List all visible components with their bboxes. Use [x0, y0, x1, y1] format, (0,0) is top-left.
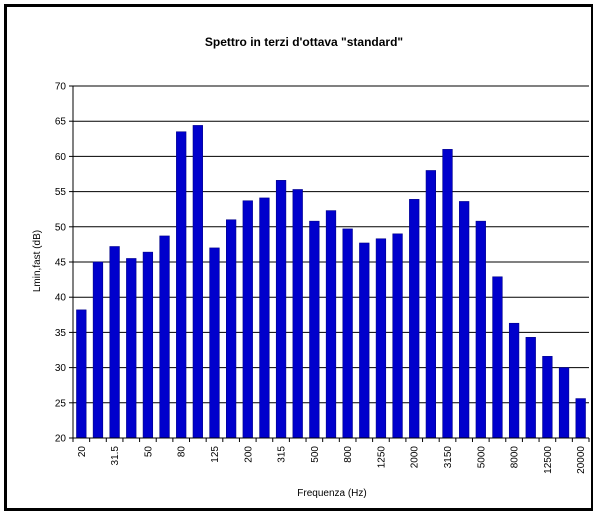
y-tick-label: 65	[55, 117, 67, 128]
x-tick-label: 3150	[443, 446, 454, 469]
y-tick-label: 60	[55, 152, 67, 163]
x-tick-label: 12500	[543, 446, 554, 474]
bar-12500-hz	[542, 356, 553, 439]
bar-250-hz	[259, 197, 270, 439]
gridlines	[73, 85, 589, 404]
x-tick-label: 125	[210, 446, 221, 463]
x-tick-label: 50	[143, 446, 154, 458]
x-tick-label: 80	[177, 446, 188, 458]
bar-16000-hz	[558, 367, 570, 439]
y-axis-label: Lmin,fast (dB)	[32, 230, 43, 292]
y-tick-label: 35	[55, 328, 67, 339]
x-tick-label: 2000	[410, 446, 421, 469]
bar-630-hz	[325, 210, 337, 439]
bar-2000-hz	[409, 199, 420, 439]
bar-80-hz	[176, 131, 187, 439]
x-axis-label: Frequenza (Hz)	[297, 488, 366, 499]
bar-1000-hz	[359, 242, 370, 439]
bar-6300-hz	[492, 276, 503, 439]
x-tick-label: 5000	[476, 446, 487, 469]
y-tick-label: 55	[55, 187, 67, 198]
bar-25-hz	[92, 261, 104, 439]
bars	[76, 125, 586, 439]
bar-315-hz	[275, 180, 287, 439]
bar-1250-hz	[375, 238, 387, 439]
bar-20000-hz	[575, 398, 586, 439]
bar-100-hz	[192, 125, 203, 439]
bar-63-hz	[159, 235, 170, 439]
bar-500-hz	[309, 220, 320, 439]
y-tick-labels: 20 25 30 35 40 45 50 55 60 65 70	[55, 82, 73, 445]
bar-50-hz	[142, 251, 154, 439]
x-tick-label: 1250	[376, 446, 387, 469]
y-tick-label: 40	[55, 293, 67, 304]
x-tick-labels: 20 31.5 50 80 125 200 315 500 800 1250 2000 3150 500…	[72, 438, 590, 474]
bar-200-hz	[242, 200, 253, 439]
bar-5000-hz	[475, 220, 486, 439]
x-tick-label: 315	[277, 446, 288, 463]
bar-31.5-hz	[109, 246, 120, 439]
bar-3150-hz	[442, 149, 453, 439]
y-tick-label: 45	[55, 258, 67, 269]
y-tick-label: 50	[55, 222, 67, 233]
y-tick-label: 25	[55, 398, 67, 409]
x-tick-label: 200	[243, 446, 254, 463]
x-tick-label: 800	[343, 446, 354, 463]
chart-title: Spettro in terzi d'ottava "standard"	[205, 35, 403, 49]
bar-8000-hz	[508, 322, 520, 439]
x-tick-label: 8000	[510, 446, 521, 469]
bar-125-hz	[209, 247, 220, 439]
bar-40-hz	[126, 258, 137, 439]
bar-4000-hz	[459, 201, 470, 439]
bar-20-hz	[76, 309, 87, 439]
bar-2500-hz	[425, 170, 436, 439]
x-tick-label: 20	[77, 446, 88, 458]
bar-1600-hz	[392, 233, 403, 439]
y-tick-label: 70	[55, 82, 67, 93]
y-tick-label: 20	[55, 434, 67, 445]
bar-800-hz	[342, 228, 353, 439]
x-tick-label: 500	[310, 446, 321, 463]
x-tick-label: 31.5	[110, 446, 121, 466]
bar-400-hz	[292, 189, 303, 439]
x-tick-label: 20000	[576, 446, 587, 474]
y-tick-label: 30	[55, 363, 67, 374]
bar-10000-hz	[525, 337, 536, 439]
bar-160-hz	[226, 219, 237, 439]
